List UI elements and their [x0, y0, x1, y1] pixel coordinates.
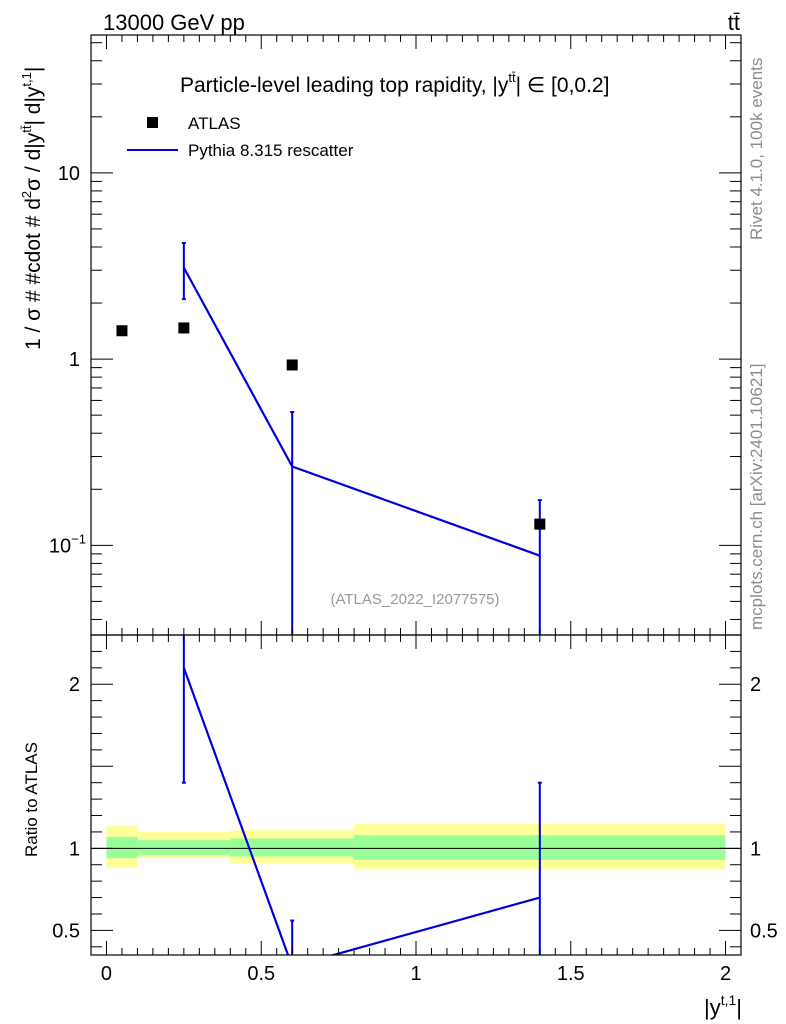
- x-tick-label: 0.5: [247, 963, 275, 985]
- main-y-tick-label: 10: [58, 163, 80, 185]
- ratio-y-tick-label-right: 1: [750, 838, 761, 860]
- legend-pythia-label: Pythia 8.315 rescatter: [188, 141, 354, 160]
- header-process: tt̄: [728, 10, 740, 35]
- data-point: [116, 325, 128, 337]
- band-inner-0: [106, 836, 138, 859]
- ratio-y-tick-label: 0.5: [52, 920, 80, 942]
- main-y-axis-label: 1 / σ # #cdot # d2σ / d|ytt̄| d|yt,1|: [19, 67, 45, 350]
- ratio-y-tick-label-right: 0.5: [750, 920, 778, 942]
- ratio-y-tick-label: 1: [69, 838, 80, 860]
- uncertainty-bands: [106, 823, 726, 870]
- x-axis-label: |yt,1|: [704, 992, 742, 1020]
- header-energy: 13000 GeV pp: [103, 10, 245, 35]
- ratio-y-axis-label: Ratio to ATLAS: [22, 742, 41, 857]
- data-point: [178, 322, 190, 334]
- rivet-info: Rivet 4.1.0, 100k events: [747, 58, 766, 240]
- legend-atlas-label: ATLAS: [188, 114, 241, 133]
- ratio-y-tick-label: 2: [69, 674, 80, 696]
- band-inner-1: [137, 840, 231, 855]
- data-point: [286, 359, 298, 371]
- series-layer: [116, 242, 546, 955]
- x-tick-label: 2: [720, 963, 731, 985]
- tick-labels: 0 0.5 1 1.5 2 10 1 10−1 2 2 1 1 0.5 0.5: [49, 163, 778, 985]
- x-tick-label: 1.5: [557, 963, 585, 985]
- axes: [90, 34, 742, 956]
- data-point: [534, 518, 546, 530]
- x-tick-label: 0: [101, 963, 112, 985]
- main-y-tick-label: 10−1: [49, 531, 86, 557]
- ratio-line: [182, 667, 541, 955]
- legend-atlas-marker: [147, 117, 158, 128]
- mc-line: [182, 267, 541, 557]
- main-y-tick-label: 1: [69, 349, 80, 371]
- band-inner-2: [230, 838, 355, 857]
- plot-title: Particle-level leading top rapidity, |yt…: [180, 70, 609, 97]
- x-tick-label: 1: [410, 963, 421, 985]
- mcplots-info: mcplots.cern.ch [arXiv:2401.10621]: [747, 364, 766, 630]
- ratio-y-tick-label-right: 2: [750, 674, 761, 696]
- analysis-watermark: (ATLAS_2022_I2077575): [330, 591, 499, 608]
- legend: ATLAS Pythia 8.315 rescatter: [127, 114, 354, 160]
